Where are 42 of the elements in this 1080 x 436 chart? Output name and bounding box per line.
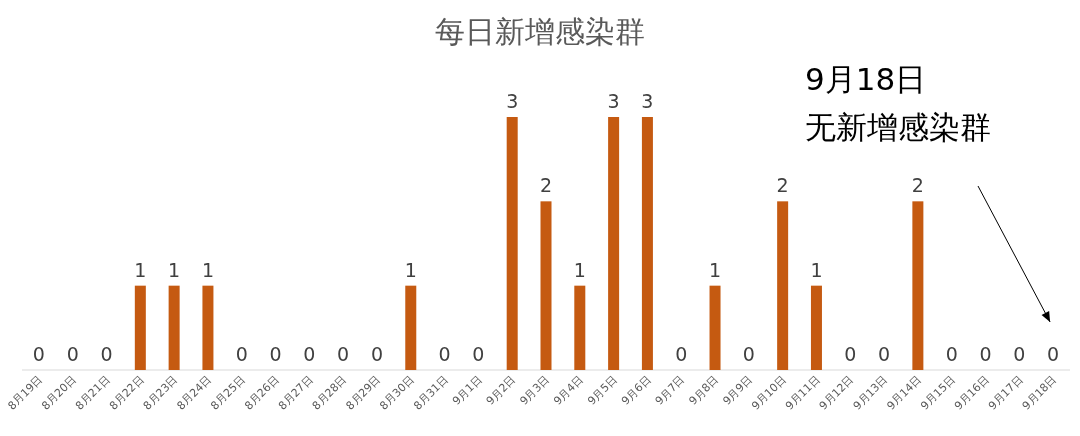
data-label: 0 (878, 343, 891, 365)
x-tick-label: 9月5日 (585, 372, 620, 408)
data-label: 0 (100, 343, 113, 365)
x-tick-label: 9月4日 (551, 372, 586, 408)
data-label: 1 (134, 258, 147, 281)
data-label: 1 (573, 258, 586, 281)
data-label: 0 (438, 343, 451, 365)
data-label: 1 (168, 258, 181, 281)
data-label: 0 (235, 343, 248, 365)
data-label: 3 (506, 90, 519, 112)
data-label: 0 (844, 343, 857, 365)
x-tick-label: 9月6日 (618, 372, 654, 408)
data-label: 1 (404, 258, 417, 281)
data-label: 0 (66, 343, 79, 365)
data-label: 0 (337, 343, 350, 365)
data-label: 3 (641, 90, 654, 112)
annotation: 无新增感染群 (805, 109, 991, 145)
chart-title: 每日新增感染群 (435, 14, 645, 49)
data-label: 0 (370, 343, 384, 365)
data-label: 0 (1047, 343, 1060, 365)
data-label: 2 (911, 174, 924, 197)
data-label: 2 (776, 174, 789, 197)
data-label: 0 (32, 343, 45, 365)
data-label: 2 (539, 174, 553, 197)
data-label: 0 (979, 343, 992, 365)
data-label: 3 (607, 90, 620, 112)
x-tick-label: 9月1日 (449, 372, 485, 408)
x-tick-label: 9月7日 (652, 372, 688, 408)
data-label: 1 (708, 258, 722, 281)
data-label: 0 (742, 343, 755, 365)
data-label: 0 (675, 343, 688, 365)
data-label: 0 (303, 343, 316, 365)
x-tick-label: 9月8日 (686, 372, 722, 408)
data-label: 1 (810, 258, 823, 281)
x-tick-label: 9月2日 (483, 372, 519, 408)
text: 9月18日 (805, 61, 927, 97)
data-label: 1 (201, 258, 214, 281)
data-label: 0 (945, 343, 958, 365)
data-label: 0 (1013, 343, 1026, 365)
data-label: 0 (269, 343, 282, 365)
data-label: 0 (472, 343, 485, 365)
x-tick-label: 9月3日 (517, 372, 553, 408)
